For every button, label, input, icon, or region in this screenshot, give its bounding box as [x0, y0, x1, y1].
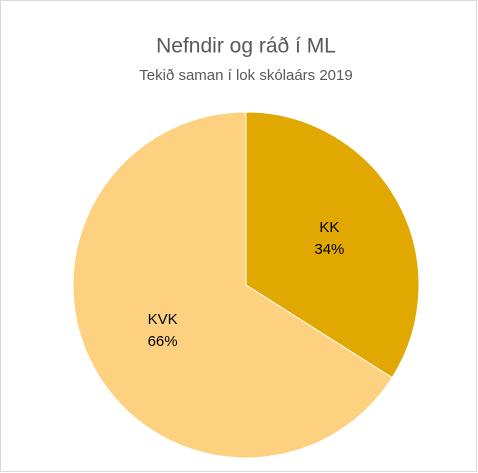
slice-category-label: KK	[319, 219, 339, 236]
chart-title: Nefndir og ráð í ML	[156, 35, 336, 58]
slice-category-label: KVK	[148, 311, 178, 328]
slice-value-label: 66%	[148, 333, 178, 350]
pie-slice	[245, 111, 420, 379]
slice-value-label: 34%	[314, 241, 344, 258]
chart-subtitle: Tekið saman í lok skólaárs 2019	[139, 67, 352, 84]
pie-slice	[72, 111, 393, 459]
